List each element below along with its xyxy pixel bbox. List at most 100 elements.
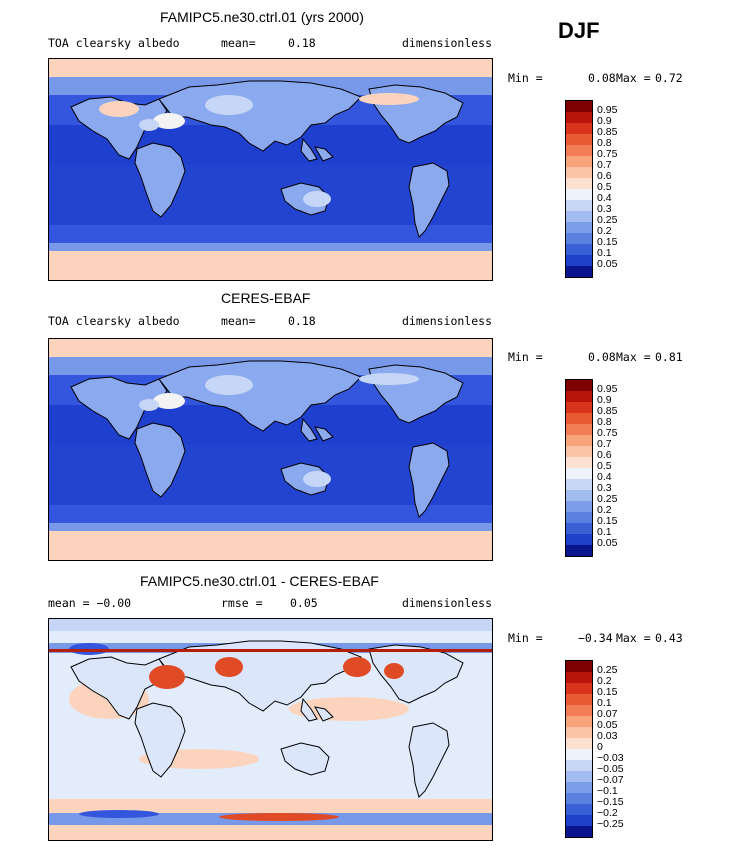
colorbar-tick-label: 0.95	[597, 383, 618, 395]
colorbar-swatch	[566, 446, 592, 457]
field-band	[49, 59, 492, 77]
colorbar-swatch	[566, 457, 592, 468]
colorbar: 0.95 0.9 0.85 0.8 0.75 0.7 0.6 0.5 0.4 0.3 0.25 0.2…	[565, 100, 665, 278]
field-band	[49, 225, 492, 243]
colorbar-swatch	[566, 826, 592, 837]
field-band	[49, 523, 492, 531]
desert-patch	[153, 113, 185, 129]
colorbar-swatch	[566, 694, 592, 705]
colorbar-tick-label: 0.8	[597, 416, 612, 428]
colorbar-tick-label: 0.03	[597, 730, 618, 742]
rmse-label: rmse =	[221, 596, 263, 610]
colorbar-tick-label: 0.5	[597, 181, 612, 193]
colorbar-swatch	[566, 479, 592, 490]
max-label: Max =	[616, 631, 651, 645]
colorbar-tick-label: 0.2	[597, 225, 612, 237]
colorbar-tick-label: 0.3	[597, 203, 612, 215]
colorbar-tick-label: 0.85	[597, 405, 618, 417]
mean-value: 0.18	[288, 314, 316, 328]
field-band	[49, 339, 492, 357]
colorbar-tick-label: 0.15	[597, 686, 618, 698]
desert-patch	[205, 95, 253, 115]
colorbar-tick-label: 0.7	[597, 438, 612, 450]
continent-outline	[314, 426, 334, 442]
mean-label: mean=	[221, 36, 256, 50]
colorbar-tick-label: 0.8	[597, 137, 612, 149]
colorbar-swatch	[566, 123, 592, 134]
colorbar-swatch	[566, 112, 592, 123]
negative-anomaly	[79, 810, 159, 818]
colorbar-tick-label: 0.15	[597, 515, 618, 527]
colorbar-swatch	[566, 523, 592, 534]
colorbar-tick-label: 0.6	[597, 449, 612, 461]
colorbar-tick-label: 0.4	[597, 192, 612, 204]
rmse-value: 0.05	[290, 596, 318, 610]
snow-patch	[359, 373, 419, 385]
colorbar-swatch	[566, 380, 592, 391]
min-label: Min =	[508, 631, 543, 645]
map-diff	[48, 618, 493, 841]
continent-outline	[158, 640, 362, 712]
snow-patch	[99, 101, 139, 117]
colorbar-swatch	[566, 101, 592, 112]
units-label: dimensionless	[402, 314, 493, 328]
colorbar-tick-label: 0.05	[597, 719, 618, 731]
colorbar-swatch	[566, 167, 592, 178]
colorbar-swatches	[565, 660, 593, 838]
colorbar-swatch	[566, 468, 592, 479]
continent-outline	[408, 722, 450, 798]
min-value: −0.34	[578, 631, 613, 645]
min-label: Min =	[508, 71, 543, 85]
colorbar-swatch	[566, 255, 592, 266]
colorbar-tick-label: 0.05	[597, 537, 618, 549]
colorbar-swatch	[566, 545, 592, 556]
continent-outline	[134, 142, 186, 218]
colorbar-tick-label: −0.07	[597, 774, 624, 786]
colorbar-swatch	[566, 402, 592, 413]
continent-outline	[408, 162, 450, 238]
desert-patch	[139, 399, 159, 411]
field-band	[49, 799, 492, 813]
colorbar-tick-label: 0.07	[597, 708, 618, 720]
colorbar-swatches	[565, 379, 593, 557]
continent-outline	[158, 80, 362, 152]
colorbar-tick-label: −0.1	[597, 785, 618, 797]
continent-outline	[300, 417, 318, 442]
min-value: 0.08	[588, 71, 616, 85]
continent-outline	[314, 146, 334, 162]
variable-name: TOA clearsky albedo	[48, 314, 180, 328]
colorbar-tick-label: 0.15	[597, 236, 618, 248]
positive-anomaly	[384, 663, 404, 679]
colorbar-swatch	[566, 435, 592, 446]
colorbar-tick-label: 0.2	[597, 504, 612, 516]
colorbar-tick-label: 0.85	[597, 126, 618, 138]
colorbar-tick-label: 0.1	[597, 526, 612, 538]
colorbar-swatch	[566, 490, 592, 501]
colorbar-tick-label: 0.95	[597, 104, 618, 116]
colorbar: 0.25 0.2 0.15 0.1 0.07 0.05 0.03 0 −0.03 −0.05 −0.…	[565, 660, 665, 838]
colorbar-swatch	[566, 760, 592, 771]
colorbar-swatch	[566, 244, 592, 255]
colorbar-swatch	[566, 189, 592, 200]
panel-title: CERES-EBAF	[221, 290, 311, 306]
colorbar-tick-label: −0.25	[597, 818, 624, 830]
colorbar-swatch	[566, 683, 592, 694]
max-value: 0.81	[655, 350, 683, 364]
map-obs	[48, 338, 493, 561]
colorbar-swatch	[566, 738, 592, 749]
colorbar-swatch	[566, 771, 592, 782]
continent-outline	[158, 360, 362, 432]
colorbar-swatch	[566, 200, 592, 211]
colorbar-swatch	[566, 222, 592, 233]
field-band	[49, 649, 492, 652]
field-band	[49, 505, 492, 523]
colorbar-tick-label: 0.25	[597, 493, 618, 505]
colorbar-swatch	[566, 782, 592, 793]
colorbar-tick-label: 0.5	[597, 460, 612, 472]
continent-outline	[408, 442, 450, 518]
colorbar-tick-label: 0.1	[597, 697, 612, 709]
colorbar-swatch	[566, 156, 592, 167]
colorbar-tick-label: 0.6	[597, 170, 612, 182]
colorbar-swatch	[566, 413, 592, 424]
map-model	[48, 58, 493, 281]
